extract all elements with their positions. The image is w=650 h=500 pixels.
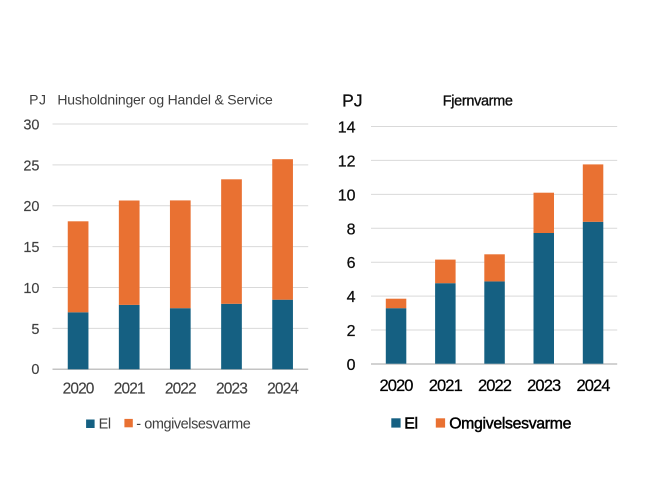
- svg-text:12: 12: [338, 153, 356, 170]
- svg-text:20: 20: [23, 199, 39, 215]
- svg-text:8: 8: [347, 221, 356, 238]
- svg-text:25: 25: [23, 158, 39, 174]
- svg-text:5: 5: [31, 322, 39, 338]
- svg-text:2023: 2023: [527, 377, 561, 395]
- svg-text:2020: 2020: [379, 377, 413, 395]
- svg-text:30: 30: [23, 117, 39, 133]
- svg-text:2024: 2024: [267, 381, 299, 398]
- svg-text:2021: 2021: [429, 377, 463, 395]
- svg-text:2021: 2021: [114, 381, 145, 398]
- svg-text:2022: 2022: [165, 381, 196, 398]
- svg-text:PJ: PJ: [342, 91, 362, 111]
- svg-text:2024: 2024: [576, 377, 610, 395]
- svg-text:0: 0: [347, 357, 356, 374]
- svg-text:10: 10: [338, 187, 356, 204]
- svg-text:2: 2: [347, 323, 356, 340]
- svg-text:El: El: [99, 417, 111, 433]
- svg-text:14: 14: [338, 120, 356, 137]
- svg-text:Omgivelsesvarme: Omgivelsesvarme: [449, 415, 571, 432]
- svg-text:Fjernvarme: Fjernvarme: [443, 93, 513, 109]
- svg-text:2023: 2023: [216, 381, 247, 398]
- svg-text:0: 0: [31, 362, 39, 378]
- svg-text:15: 15: [23, 240, 39, 256]
- svg-text:El: El: [404, 415, 418, 432]
- svg-text:PJ: PJ: [29, 91, 46, 107]
- svg-text:6: 6: [347, 255, 356, 272]
- svg-text:4: 4: [347, 289, 356, 306]
- svg-text:- omgivelsesvarme: - omgivelsesvarme: [136, 417, 250, 433]
- svg-text:2022: 2022: [478, 377, 512, 395]
- svg-text:2020: 2020: [63, 381, 95, 398]
- svg-text:10: 10: [23, 281, 39, 297]
- svg-text:Husholdninger og Handel & Serv: Husholdninger og Handel & Service: [57, 92, 273, 108]
